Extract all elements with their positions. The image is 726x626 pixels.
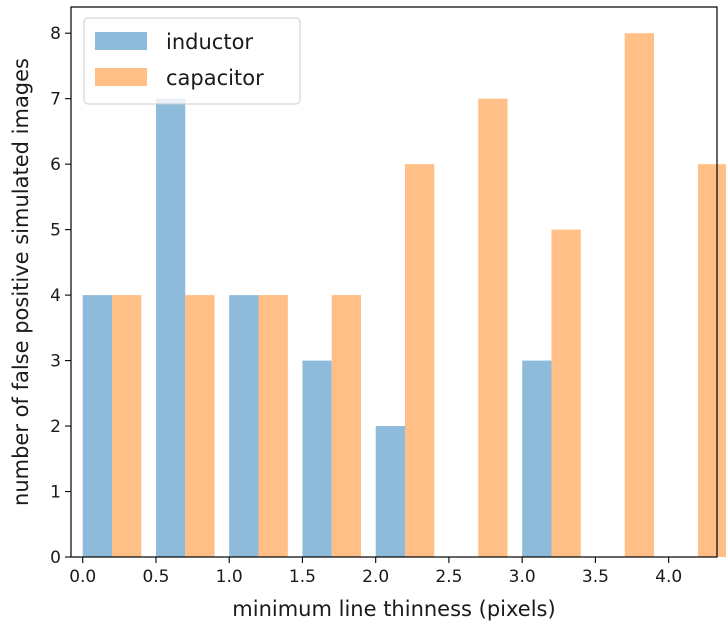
x-tick-label: 3.5	[582, 567, 609, 587]
y-tick-label: 8	[50, 24, 61, 44]
ticks-layer: 0.0 0.5 1.0 1.5 2.0 2.5 3.0 3.5 4.0 0 1 2 3 4 5 6 7 8	[50, 24, 682, 587]
y-tick-label: 7	[50, 90, 61, 110]
x-axis-label: minimum line thinness (pixels)	[232, 597, 555, 621]
bar-inductor-3	[302, 360, 332, 557]
y-tick-label: 6	[50, 155, 61, 175]
x-tick-label: 1.5	[289, 567, 316, 587]
bar-capacitor-7	[624, 33, 655, 557]
bar-capacitor-6	[551, 229, 581, 557]
bar-capacitor-3	[331, 295, 362, 557]
bars-layer	[82, 33, 726, 558]
x-tick-label: 2.0	[362, 567, 389, 587]
legend-label-capacitor: capacitor	[166, 66, 264, 90]
bar-inductor-6	[522, 360, 552, 557]
bar-capacitor-0	[112, 295, 142, 557]
x-tick-label: 4.0	[655, 567, 682, 587]
x-tick-label: 2.5	[435, 567, 462, 587]
plot-frame	[70, 6, 718, 558]
bar-inductor-4	[375, 426, 405, 557]
x-tick-label: 3.0	[509, 567, 536, 587]
y-tick-label: 3	[50, 352, 61, 372]
bar-capacitor-4	[404, 164, 435, 557]
x-tick-label: 0.0	[69, 567, 96, 587]
y-tick-label: 2	[50, 417, 61, 437]
x-tick-label: 1.0	[216, 567, 243, 587]
y-tick-label: 1	[50, 483, 61, 503]
bar-inductor-1	[155, 98, 186, 558]
y-axis-label: number of false positive simulated image…	[9, 58, 33, 506]
bar-inductor-2	[229, 295, 259, 557]
x-tick-label: 0.5	[142, 567, 169, 587]
legend-swatch-capacitor	[95, 68, 147, 86]
bar-capacitor-8	[697, 164, 726, 557]
bar-capacitor-1	[185, 295, 215, 557]
legend-swatch-inductor	[95, 32, 147, 50]
y-tick-label: 4	[50, 286, 61, 306]
legend: inductor capacitor	[83, 17, 301, 105]
bar-inductor-0	[82, 295, 113, 557]
bar-capacitor-5	[478, 98, 508, 558]
bar-capacitor-2	[258, 295, 288, 557]
y-tick-label: 5	[50, 221, 61, 241]
legend-label-inductor: inductor	[166, 30, 253, 54]
y-tick-label: 0	[50, 548, 61, 568]
